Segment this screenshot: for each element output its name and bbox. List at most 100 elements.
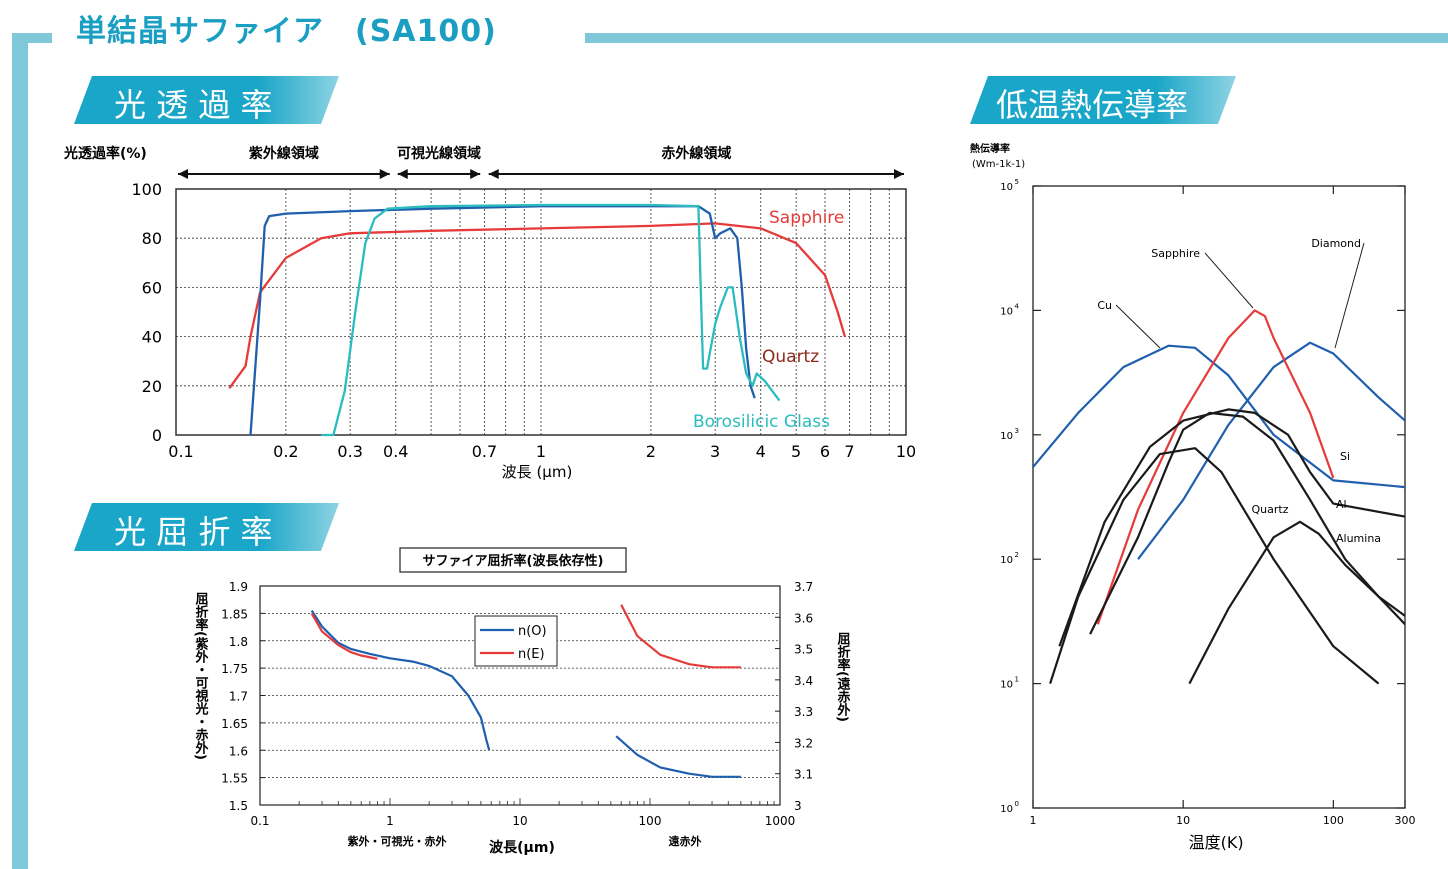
series-line: [1058, 408, 1405, 647]
region-label: 紫外線領域: [249, 145, 319, 162]
series-group: [1033, 309, 1405, 685]
chart-title-box: [399, 547, 627, 573]
series-line: [249, 205, 756, 436]
banner-shape: [74, 503, 339, 551]
x-tick-label: 0.7: [472, 442, 497, 461]
curve-label: Quartz: [1252, 503, 1289, 516]
y-tick-label: 1.5: [229, 799, 248, 813]
series-line: [310, 612, 378, 660]
y-tick-label: 80: [142, 229, 162, 248]
curve-label-leader: [1334, 242, 1365, 349]
series-line: [228, 222, 847, 389]
x-tick-label: 2: [646, 442, 656, 461]
top-accent-line: [585, 33, 1448, 43]
y-tick-label: 20: [142, 377, 162, 396]
y-tick-label: 1.9: [229, 580, 248, 594]
x-tick-label: 10: [896, 442, 916, 461]
curve-label: Al: [1336, 498, 1347, 511]
section-banner-transmission: 光 透 過 率: [74, 76, 339, 124]
x-tick-label: 0.1: [250, 814, 269, 828]
y-right-tick-label: 3.7: [794, 580, 813, 594]
banner-shape: [74, 76, 339, 124]
series-line: [1188, 520, 1405, 685]
curve-label-leader: [1115, 304, 1161, 349]
series-line: [1096, 309, 1335, 625]
x-tick-label: 1000: [765, 814, 796, 828]
y-tick-label: 100: [131, 180, 162, 199]
section-title-thermal: 低温熱伝導率: [996, 86, 1189, 124]
x-tick-label: 100: [639, 814, 662, 828]
x-tick-label: 100: [1323, 814, 1344, 827]
series-line: [620, 604, 741, 669]
thermal-conductivity-chart: 10 010 110 210 310 410 51 10 100 300熱伝導率(Wm-1k-1)…: [970, 142, 1416, 852]
x-axis-label: 波長(μm): [489, 839, 555, 856]
y-tick-label: 1.75: [221, 662, 248, 676]
y-tick-label: 10: [1000, 182, 1013, 193]
left-accent-bar: [12, 33, 28, 869]
x-tick-label: 5: [791, 442, 801, 461]
y-tick-exponent: 4: [1015, 302, 1020, 310]
y-tick-exponent: 5: [1015, 178, 1019, 186]
x-tick-label: 1: [536, 442, 546, 461]
x-tick-label: 7: [844, 442, 854, 461]
plot-frame: [175, 188, 907, 436]
series-line: [615, 735, 741, 778]
region-label: 赤外線領域: [661, 145, 731, 162]
x-axis-label: 温度(K): [1189, 833, 1244, 852]
curve-label: Cu: [1097, 299, 1112, 312]
series-line: [321, 203, 781, 437]
y-tick-label: 1.55: [221, 772, 248, 786]
banner-shape: [970, 76, 1236, 124]
series-line: [310, 610, 491, 751]
series-label-glass: Borosilicic Glass: [693, 412, 830, 432]
curve-label: Sapphire: [1151, 247, 1200, 260]
x-tick-label: 6: [820, 442, 830, 461]
y-tick-label: 10: [1000, 804, 1013, 815]
curve-label: Diamond: [1311, 237, 1361, 250]
legend-label-no: n(O): [518, 624, 547, 639]
y-right-tick-label: 3.1: [794, 768, 813, 782]
y-right-tick-label: 3.5: [794, 643, 813, 657]
series-label-sapphire: Sapphire: [769, 208, 844, 228]
curve-label-leader: [1204, 252, 1254, 309]
y-axis-label-line1: 熱伝導率: [970, 142, 1010, 155]
y-tick-label: 1.7: [229, 690, 248, 704]
chart-title: サファイア屈折率(波長依存性): [423, 553, 604, 569]
y-tick-label: 0: [152, 426, 162, 445]
y-tick-exponent: 3: [1015, 427, 1019, 435]
y-tick-label: 10: [1000, 680, 1013, 691]
x-tick-label: 10: [512, 814, 527, 828]
y-right-tick-label: 3.6: [794, 611, 813, 625]
y-right-tick-label: 3.2: [794, 736, 813, 750]
y-axis-label-line2: (Wm-1k-1): [972, 159, 1025, 170]
section-title-refraction: 光 屈 折 率: [114, 513, 273, 551]
legend-box: [474, 615, 558, 667]
top-accent-stub: [12, 33, 52, 43]
y-tick-label: 1.8: [229, 635, 248, 649]
x-axis-label: 波長 (μm): [502, 463, 573, 481]
region-label: 可視光線領域: [397, 145, 481, 162]
series-line: [1033, 344, 1405, 489]
y-tick-exponent: 1: [1015, 676, 1019, 684]
x-tick-label: 300: [1395, 814, 1416, 827]
y-right-tick-label: 3: [794, 799, 802, 813]
region-arrow-head-left: [488, 169, 499, 179]
page-title: 単結晶サファイア (SA100): [76, 14, 497, 49]
y-tick-label: 10: [1000, 306, 1013, 317]
y-tick-exponent: 0: [1015, 800, 1019, 808]
section-banner-thermal: 低温熱伝導率: [970, 76, 1236, 124]
curve-label: Si: [1340, 450, 1350, 463]
x-tick-label: 0.3: [337, 442, 362, 461]
series-line: [1137, 341, 1405, 560]
x-tick-label: 0.2: [273, 442, 298, 461]
y-right-tick-label: 3.4: [794, 674, 813, 688]
x-tick-label: 10: [1176, 814, 1190, 827]
y-tick-exponent: 2: [1015, 551, 1019, 559]
y-axis-label: 光透過率(%): [63, 145, 147, 162]
region-arrow-head-left: [178, 169, 188, 179]
x-sublabel-far-ir: 遠赤外: [669, 834, 702, 848]
x-tick-label: 0.1: [168, 442, 193, 461]
legend-label-ne: n(E): [518, 647, 545, 662]
region-arrow-head-right: [470, 169, 481, 179]
region-arrow-head-right: [894, 169, 904, 179]
